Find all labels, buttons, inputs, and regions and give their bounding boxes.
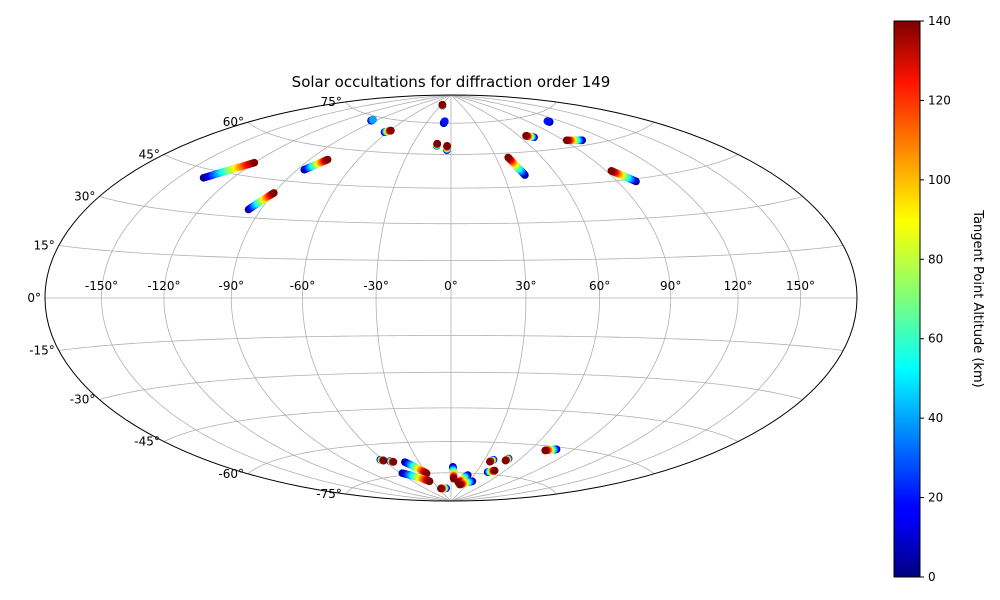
occultation-point: [522, 132, 530, 140]
parallel-line: [99, 371, 803, 400]
lon-tick-label: -60°: [290, 279, 316, 293]
occultation-point: [387, 126, 395, 135]
map-boundary: [44, 94, 858, 502]
lat-tick-label: 15°: [34, 239, 55, 253]
occultation-point: [437, 484, 445, 493]
occultation-point: [389, 458, 398, 466]
parallel-line: [58, 245, 844, 261]
colorbar-gradient: [893, 20, 921, 578]
parallel-line: [345, 101, 557, 124]
colorbar-label: Tangent Point Altitude (km): [970, 209, 985, 387]
parallel-line: [99, 196, 803, 225]
colorbar-tick-label: 60: [928, 332, 943, 346]
occultation-point: [541, 446, 549, 455]
lon-tick-label: 150°: [786, 279, 815, 293]
occultation-point: [504, 153, 512, 162]
colorbar-tick-label: 0: [928, 570, 936, 584]
parallel-line: [58, 335, 844, 351]
data-points: [199, 100, 640, 493]
occultation-point: [501, 456, 510, 465]
lat-tick-label: -45°: [134, 435, 160, 449]
occultation-point: [422, 469, 431, 478]
colorbar-ticks: 0 20 40 60 80 100 120 140: [920, 14, 951, 584]
chart-title: Solar occultations for diffraction order…: [292, 73, 611, 91]
lon-tick-label: -30°: [363, 279, 389, 293]
lon-tick-label: -90°: [218, 279, 244, 293]
tick-labels: -150° -120° -90° -60° -30° 0° 30° 60° 90° 120° 150…: [27, 95, 815, 501]
occultation-point: [270, 189, 278, 197]
occultation-point: [607, 167, 616, 175]
lat-tick-label: 0°: [27, 291, 41, 305]
lat-tick-label: -60°: [218, 467, 244, 481]
colorbar-tick-label: 40: [928, 411, 943, 425]
lat-tick-label: -15°: [29, 344, 55, 358]
lon-tick-label: 30°: [515, 279, 536, 293]
occultation-point: [369, 115, 377, 124]
colorbar-tick-label: 120: [928, 93, 951, 107]
lon-tick-label: 0°: [444, 279, 458, 293]
occultation-point: [486, 457, 494, 466]
occultation-point: [379, 456, 388, 465]
occultation-point: [438, 100, 447, 109]
lat-tick-label: 60°: [223, 115, 244, 129]
lon-tick-label: 90°: [660, 279, 681, 293]
lat-tick-label: 75°: [321, 95, 342, 109]
lon-tick-label: -150°: [85, 279, 118, 293]
lon-tick-label: -120°: [147, 279, 180, 293]
map-grid: [45, 94, 857, 502]
occultation-point: [443, 142, 451, 150]
parallel-line: [163, 154, 739, 189]
parallel-line: [163, 407, 739, 442]
occultation-point: [433, 139, 442, 148]
parallel-line: [247, 441, 655, 475]
lon-tick-label: 120°: [724, 279, 753, 293]
colorbar: 0 20 40 60 80 100 120 140 Tangent Point Altitud…: [893, 14, 985, 584]
occultation-point: [250, 158, 259, 167]
lat-tick-label: -75°: [316, 487, 342, 501]
lon-tick-label: 60°: [589, 279, 610, 293]
parallel-line: [247, 121, 655, 155]
occultation-point: [490, 466, 499, 475]
occultation-point: [543, 117, 552, 125]
lat-tick-label: 45°: [139, 148, 160, 162]
lat-tick-label: 30°: [74, 190, 95, 204]
occultation-point: [441, 117, 449, 126]
occultation-point: [455, 480, 464, 489]
colorbar-tick-label: 20: [928, 491, 943, 505]
lat-tick-label: -30°: [70, 393, 96, 407]
colorbar-tick-label: 100: [928, 173, 951, 187]
occultation-point: [323, 155, 332, 164]
colorbar-tick-label: 80: [928, 252, 943, 266]
occultation-point: [425, 477, 434, 486]
occultation-point: [562, 136, 571, 145]
colorbar-tick-label: 140: [928, 14, 951, 28]
